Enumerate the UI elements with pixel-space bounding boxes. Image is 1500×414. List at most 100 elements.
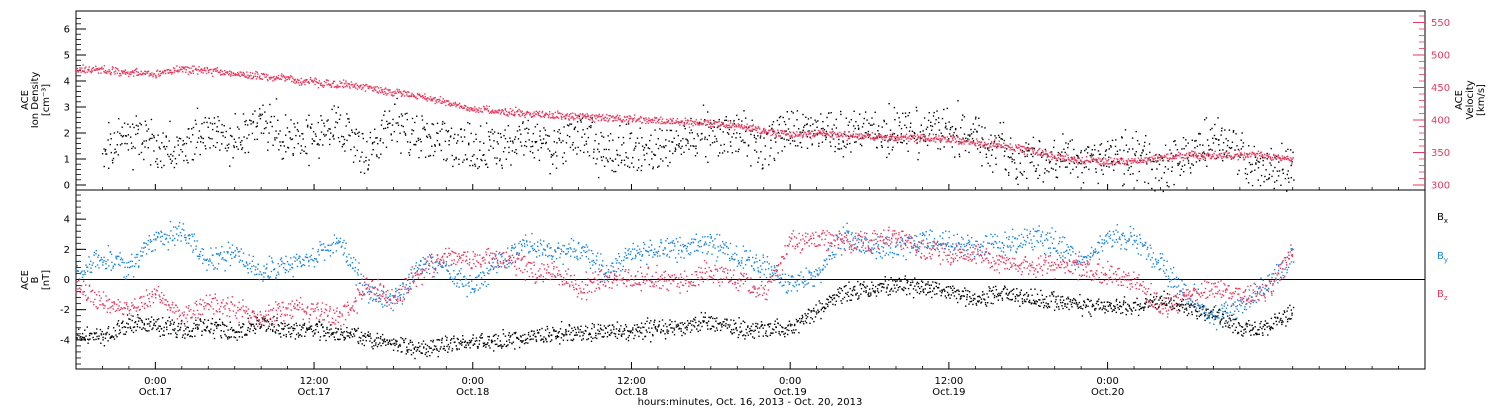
data-point — [1084, 163, 1085, 164]
data-point — [253, 77, 254, 78]
data-point — [886, 137, 887, 138]
data-point — [242, 326, 243, 327]
data-point — [362, 133, 363, 134]
data-point — [361, 152, 362, 153]
data-point — [261, 132, 262, 133]
data-point — [941, 138, 942, 139]
data-point — [97, 68, 98, 69]
data-point — [1227, 155, 1228, 156]
data-point — [1042, 151, 1043, 152]
data-point — [468, 109, 469, 110]
data-point — [358, 132, 359, 133]
data-point — [1268, 156, 1269, 157]
data-point — [421, 115, 422, 116]
data-point — [665, 123, 666, 124]
data-point — [224, 74, 225, 75]
data-point — [1274, 167, 1275, 168]
data-point — [988, 150, 989, 151]
data-point — [371, 342, 372, 343]
data-point — [292, 153, 293, 154]
data-point — [842, 136, 843, 137]
data-point — [472, 108, 473, 109]
data-point — [551, 334, 552, 335]
data-point — [276, 98, 277, 99]
data-point — [272, 331, 273, 332]
data-point — [1260, 158, 1261, 159]
data-point — [283, 141, 284, 142]
data-point — [173, 72, 174, 73]
data-point — [339, 339, 340, 340]
data-point — [1293, 179, 1294, 180]
data-point — [308, 329, 309, 330]
data-point — [935, 119, 936, 120]
data-point — [705, 120, 706, 121]
data-point — [652, 122, 653, 123]
data-point — [364, 85, 365, 86]
data-point — [742, 139, 743, 140]
data-point — [845, 134, 846, 135]
data-point — [1039, 175, 1040, 176]
data-point — [849, 138, 850, 139]
data-point — [479, 344, 480, 345]
data-point — [584, 133, 585, 134]
data-point — [600, 132, 601, 133]
data-point — [885, 137, 886, 138]
data-point — [162, 71, 163, 72]
data-point — [580, 150, 581, 151]
data-point — [359, 160, 360, 161]
data-point — [225, 148, 226, 149]
data-point — [77, 68, 78, 69]
data-point — [899, 125, 900, 126]
data-point — [1200, 158, 1201, 159]
data-point — [1037, 150, 1038, 151]
data-point — [417, 93, 418, 94]
data-point — [318, 332, 319, 333]
data-point — [234, 147, 235, 148]
data-point — [624, 330, 625, 331]
data-point — [136, 75, 137, 76]
data-point — [524, 334, 525, 335]
data-point — [1033, 165, 1034, 166]
data-point — [672, 331, 673, 332]
data-point — [635, 142, 636, 143]
data-point — [515, 149, 516, 150]
data-point — [838, 139, 839, 140]
data-point — [426, 352, 427, 353]
data-point — [618, 165, 619, 166]
data-point — [250, 123, 251, 124]
density-tick-label: 3 — [64, 103, 70, 114]
data-point — [280, 333, 281, 334]
data-point — [376, 154, 377, 155]
data-point — [141, 320, 142, 321]
data-point — [188, 74, 189, 75]
data-point — [825, 139, 826, 140]
data-point — [237, 340, 238, 341]
data-point — [458, 159, 459, 160]
data-point — [664, 122, 665, 123]
data-point — [858, 135, 859, 136]
data-point — [870, 125, 871, 126]
data-point — [179, 138, 180, 139]
data-point — [206, 73, 207, 74]
data-point — [1227, 153, 1228, 154]
data-point — [502, 329, 503, 330]
data-point — [746, 129, 747, 130]
data-point — [675, 148, 676, 149]
data-point — [604, 149, 605, 150]
data-point — [868, 131, 869, 132]
data-point — [592, 122, 593, 123]
data-point — [1068, 157, 1069, 158]
data-point — [148, 128, 149, 129]
data-point — [929, 141, 930, 142]
data-point — [572, 142, 573, 143]
top-panel-frame — [76, 11, 1425, 190]
data-point — [172, 160, 173, 161]
data-point — [122, 72, 123, 73]
data-point — [655, 155, 656, 156]
data-point — [530, 151, 531, 152]
data-point — [76, 70, 77, 71]
data-point — [470, 160, 471, 161]
data-point — [661, 329, 662, 330]
data-point — [1003, 122, 1004, 123]
data-point — [184, 337, 185, 338]
